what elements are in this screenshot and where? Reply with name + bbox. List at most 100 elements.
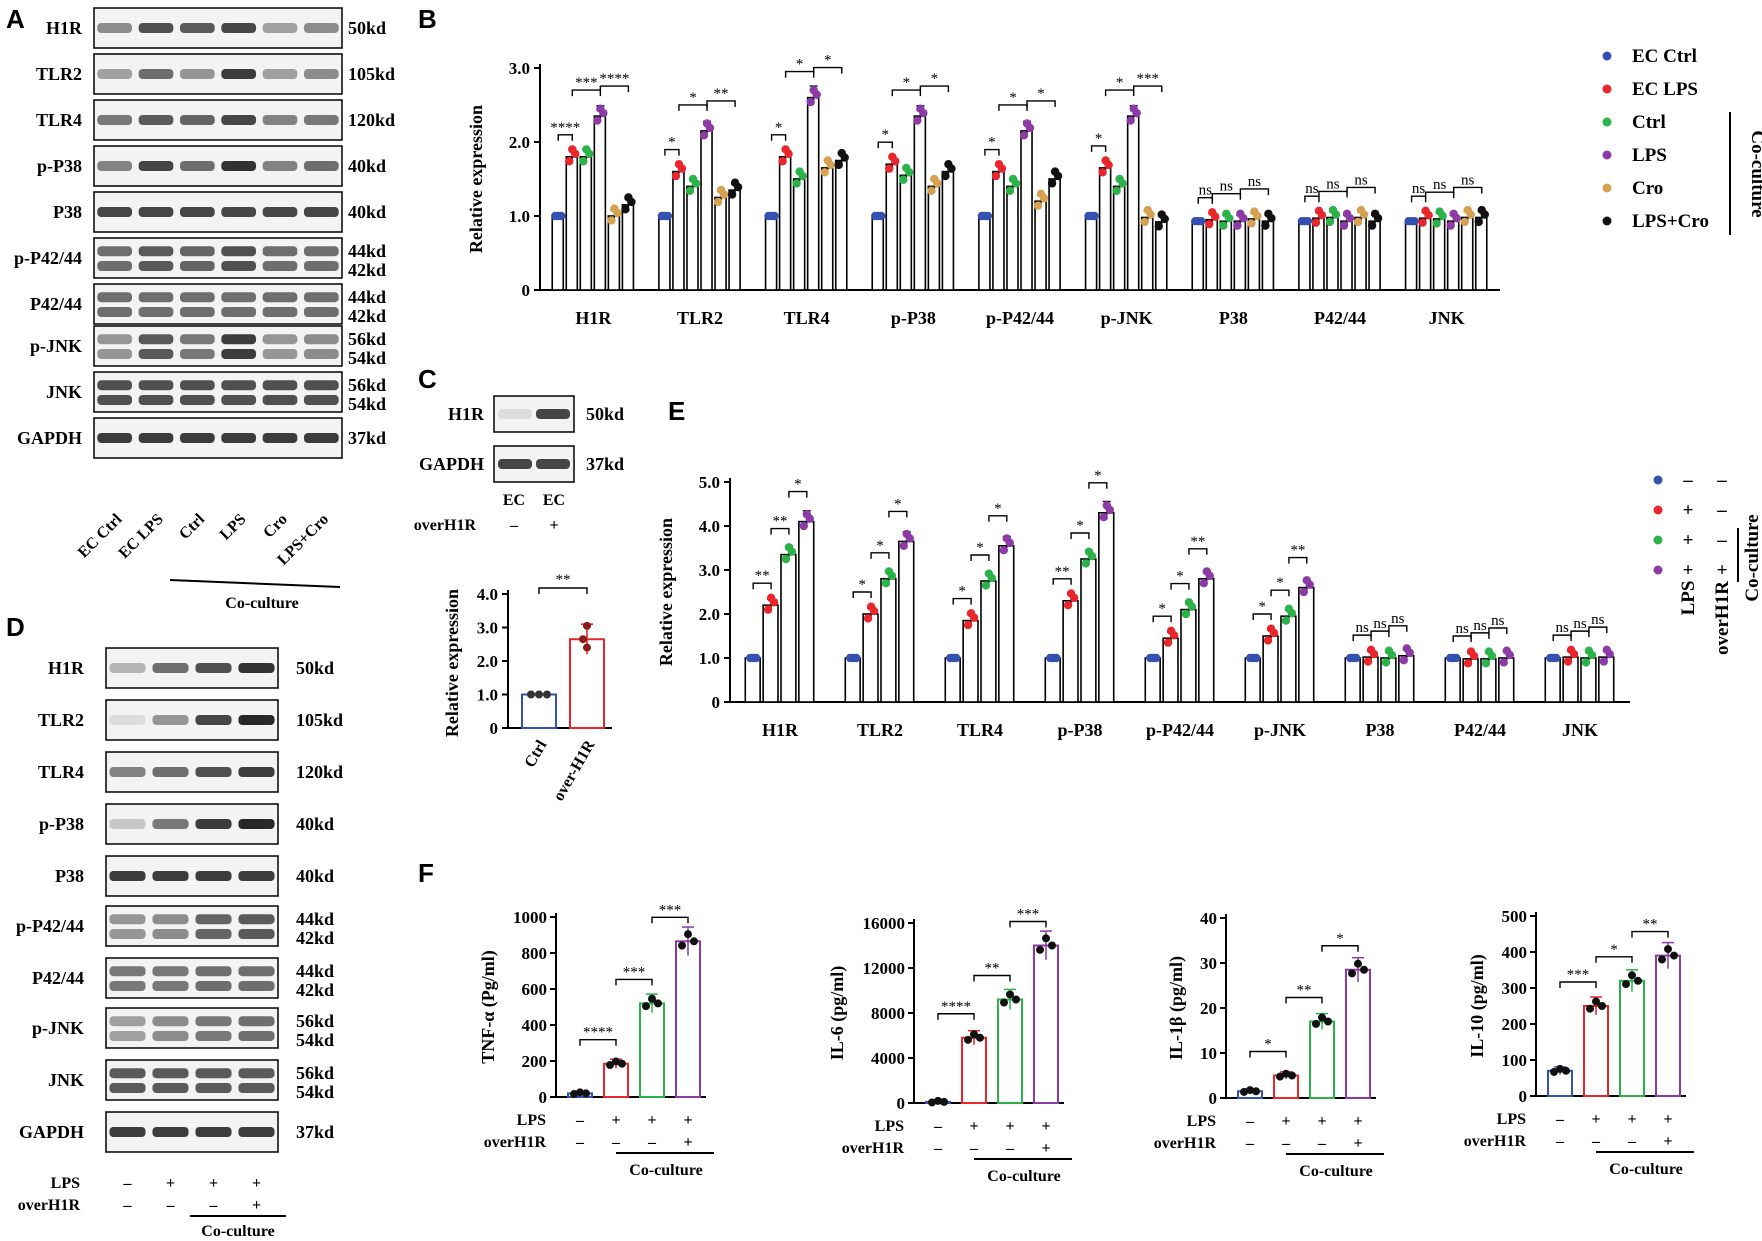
blot-band (221, 246, 257, 257)
blot-band (303, 380, 339, 391)
blot-frame (93, 283, 343, 325)
overh1r-value: – (575, 1134, 585, 1151)
bar (992, 170, 1005, 291)
bar (1544, 657, 1561, 703)
data-point (1342, 209, 1352, 218)
blot-band (138, 349, 174, 359)
lps-label: LPS (51, 1175, 80, 1192)
bar (1404, 220, 1418, 291)
y-axis-title: IL-1β (pg/ml) (1166, 956, 1187, 1060)
blot-frame (93, 99, 343, 141)
blot-band (221, 433, 257, 443)
bar (1140, 216, 1154, 291)
bar (978, 215, 991, 291)
data-point (934, 1096, 942, 1105)
bar (792, 178, 806, 291)
data-point (1599, 657, 1608, 666)
blot-row-label: GAPDH (17, 428, 82, 448)
legend-value: + (1683, 560, 1694, 581)
blot-band (303, 115, 339, 125)
data-point (690, 937, 698, 946)
bar (1583, 1005, 1609, 1097)
blot-band (97, 207, 133, 217)
data-point (778, 157, 787, 166)
blot-band (238, 1068, 275, 1079)
bar (1180, 608, 1197, 703)
panel-letter-c: C (418, 364, 437, 394)
bar (593, 115, 607, 291)
blot-band (262, 349, 298, 359)
data-point (1240, 1087, 1248, 1096)
blot-band (97, 349, 133, 359)
significance-bracket (1470, 632, 1490, 639)
blot-row-label: p-P42/44 (16, 916, 84, 936)
bar (1062, 599, 1079, 703)
data-point (1184, 598, 1194, 607)
y-tick-label: 20 (1200, 999, 1217, 1018)
blot-band (303, 433, 339, 443)
significance-label: ns (1591, 612, 1605, 628)
panel-a-western-blot: H1R 50kd TLR2 105kd TLR4 120kd p-P38 40kd P38 40k… (14, 7, 395, 612)
blot-band (138, 246, 174, 257)
significance-label: * (1276, 575, 1284, 591)
lps-value: + (1591, 1111, 1600, 1128)
legend-label: LPS (1678, 581, 1699, 616)
blot-band (109, 663, 146, 673)
group-label: Co-culture (1609, 1161, 1682, 1178)
data-point (770, 211, 779, 221)
significance-label: * (1336, 931, 1344, 947)
legend-label: LPS+Cro (1632, 211, 1709, 232)
legend-value: – (1716, 470, 1727, 491)
bar (521, 693, 557, 729)
significance-bracket (1104, 89, 1135, 97)
bar (1144, 657, 1161, 703)
data-point (781, 554, 791, 564)
blot-band (238, 663, 275, 673)
overh1r-label: overH1R (414, 517, 477, 534)
bar (1244, 657, 1261, 703)
blot-band (262, 307, 298, 317)
lps-value: + (1281, 1113, 1290, 1130)
data-point (1410, 216, 1419, 226)
blot-band (221, 380, 257, 391)
significance-bracket (579, 1039, 617, 1046)
data-point (1115, 174, 1124, 184)
y-axis-title: Relative expression (656, 518, 676, 666)
significance-label: ns (1555, 620, 1569, 636)
blot-frame (93, 7, 343, 49)
data-point (752, 653, 761, 663)
overh1r-value: + (549, 517, 558, 534)
y-tick-label: 1000 (513, 908, 547, 927)
bar (1098, 511, 1115, 703)
blot-row-label: p-JNK (30, 336, 82, 356)
blot-band (109, 1016, 146, 1027)
blot-band (221, 334, 257, 345)
significance-label: * (668, 135, 676, 151)
data-point (579, 157, 588, 166)
bar (997, 998, 1023, 1104)
blot-band (97, 433, 133, 443)
blot-band (195, 981, 232, 991)
data-point (1556, 1064, 1564, 1073)
data-point (899, 175, 908, 184)
data-point (1247, 219, 1256, 228)
blot-band (238, 1127, 275, 1137)
bar (1326, 216, 1339, 291)
data-point (930, 174, 939, 184)
molecular-weight-label: 120kd (296, 762, 343, 782)
significance-label: * (1158, 601, 1166, 617)
significance-bracket (984, 148, 1000, 156)
data-point (1435, 207, 1444, 216)
significance-bracket (1132, 85, 1163, 93)
overh1r-label: overH1R (484, 1134, 547, 1151)
overh1r-value: – (647, 1134, 657, 1151)
molecular-weight-label: 37kd (296, 1122, 334, 1142)
data-point (606, 1061, 614, 1070)
legend-value: – (1682, 470, 1693, 491)
blot-band (179, 349, 215, 359)
group-label: Co-culture (201, 1223, 274, 1240)
data-point (1303, 216, 1313, 226)
blot-band (138, 307, 174, 317)
bar (675, 940, 701, 1098)
